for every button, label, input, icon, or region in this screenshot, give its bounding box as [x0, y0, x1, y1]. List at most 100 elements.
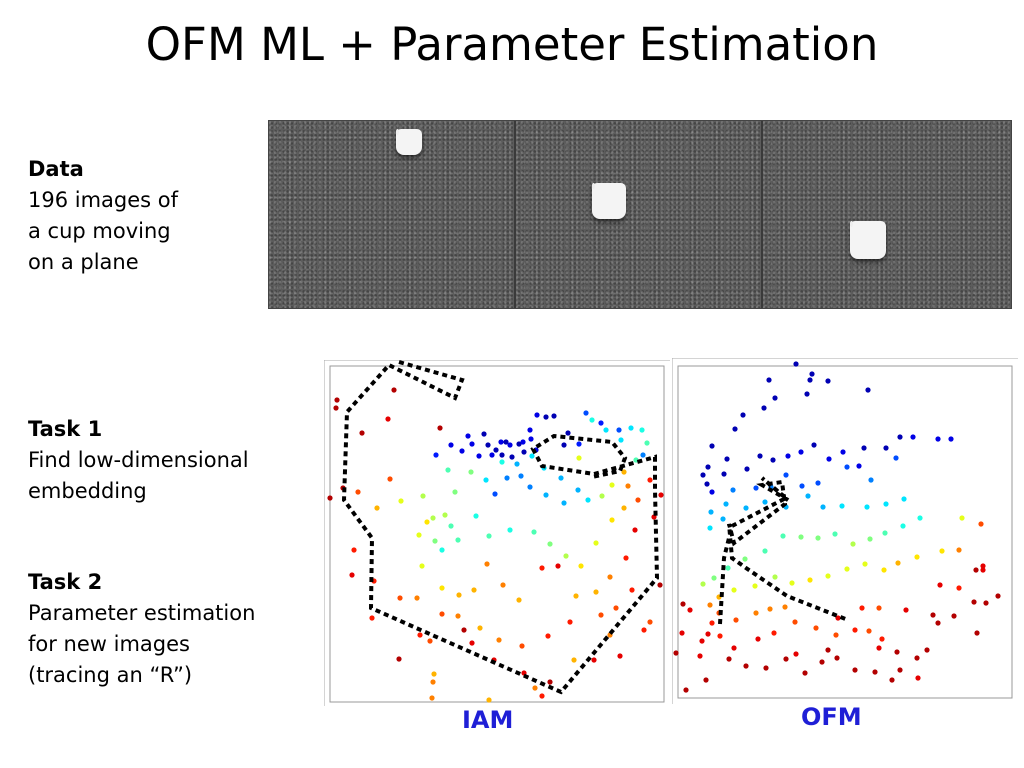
- scatter-point: [804, 391, 810, 397]
- scatter-point: [531, 529, 537, 535]
- scatter-point: [703, 677, 709, 683]
- scatter-point: [507, 442, 513, 448]
- scatter-point: [385, 416, 391, 422]
- cup-shape: [396, 129, 422, 155]
- scatter-point: [573, 593, 579, 599]
- scatter-point: [658, 492, 664, 498]
- scatter-point: [883, 501, 889, 507]
- scatter-point: [825, 647, 831, 653]
- scatter-point: [640, 452, 646, 458]
- scatter-point: [448, 442, 454, 448]
- scatter-point: [558, 475, 564, 481]
- cup-shape: [592, 183, 626, 219]
- scatter-point: [974, 630, 980, 636]
- scatter-point: [469, 441, 475, 447]
- scatter-point: [723, 501, 729, 507]
- traced-r-path: [341, 360, 660, 695]
- scatter-point: [866, 628, 872, 634]
- scatter-point: [771, 630, 777, 636]
- scatter-point: [783, 472, 789, 478]
- scatter-point: [971, 599, 977, 605]
- task2-heading: Task 2: [28, 570, 103, 594]
- task1-heading: Task 1: [28, 417, 103, 441]
- scatter-point: [563, 553, 569, 559]
- scatter-point: [417, 632, 423, 638]
- scatter-point: [420, 493, 426, 499]
- scatter-point: [369, 615, 375, 621]
- scatter-point: [616, 427, 622, 433]
- scatter-point: [621, 505, 627, 511]
- scatter-point: [861, 445, 867, 451]
- scatter-point: [726, 656, 732, 662]
- scatter-point: [551, 413, 557, 419]
- scatter-point: [766, 377, 772, 383]
- scatter-point: [811, 442, 817, 448]
- scatter-point: [772, 395, 778, 401]
- scatter-point: [700, 472, 706, 478]
- scatter-point: [516, 441, 522, 447]
- scatter-point: [469, 640, 475, 646]
- scatter-point: [504, 475, 510, 481]
- scatter-point: [844, 464, 850, 470]
- scatter-point: [825, 378, 831, 384]
- scatter-point: [903, 607, 909, 613]
- scatter-point: [900, 523, 906, 529]
- scatter-point: [697, 653, 703, 659]
- scatter-point: [391, 387, 397, 393]
- data-line-1: 196 images of: [28, 188, 179, 212]
- scatter-point: [514, 461, 520, 467]
- scatter-point: [711, 575, 717, 581]
- scatter-point: [430, 515, 436, 521]
- scatter-point: [709, 620, 715, 626]
- scatter-point: [429, 695, 435, 701]
- scatter-point: [571, 657, 577, 663]
- scatter-point: [578, 563, 584, 569]
- scatter-point: [867, 536, 873, 542]
- scatter-point: [483, 477, 489, 483]
- scatter-point: [839, 503, 845, 509]
- ofm-plot: [671, 357, 1018, 704]
- scatter-point: [539, 565, 545, 571]
- scatter-point: [717, 633, 723, 639]
- scatter-point: [485, 442, 491, 448]
- scatter-point: [782, 604, 788, 610]
- scatter-point: [881, 567, 887, 573]
- scatter-point: [509, 454, 515, 460]
- scatter-point: [543, 414, 549, 420]
- scatter-point: [471, 587, 477, 593]
- scatter-point: [973, 567, 979, 573]
- scatter-point: [617, 653, 623, 659]
- scatter-point: [683, 687, 689, 693]
- scatter-point: [783, 656, 789, 662]
- scatter-point: [762, 548, 768, 554]
- scatter-point: [705, 631, 711, 637]
- scatter-point: [876, 605, 882, 611]
- scatter-point: [465, 433, 471, 439]
- scatter-point: [561, 500, 567, 506]
- scatter-point: [539, 693, 545, 699]
- task1-line-1: Find low-dimensional: [28, 448, 249, 472]
- scatter-point: [815, 535, 821, 541]
- scatter-point: [813, 625, 819, 631]
- scatter-point: [840, 449, 846, 455]
- scatter-point: [486, 697, 492, 703]
- scatter-point: [731, 587, 737, 593]
- scatter-point: [534, 412, 540, 418]
- scatter-point: [518, 473, 524, 479]
- scatter-point: [593, 589, 599, 595]
- scatter-point: [492, 491, 498, 497]
- scatter-point: [567, 619, 573, 625]
- scatter-point: [844, 566, 850, 572]
- scatter-point: [657, 582, 663, 588]
- scatter-point: [396, 656, 402, 662]
- scatter-point: [432, 538, 438, 544]
- scatter-point: [815, 480, 821, 486]
- scatter-point: [937, 582, 943, 588]
- scatter-point: [439, 611, 445, 617]
- scatter-point: [468, 469, 474, 475]
- scatter-point: [862, 561, 868, 567]
- scatter-point: [859, 605, 865, 611]
- scatter-point: [484, 561, 490, 567]
- iam-scatter-svg: [323, 359, 670, 706]
- scatter-point: [355, 489, 361, 495]
